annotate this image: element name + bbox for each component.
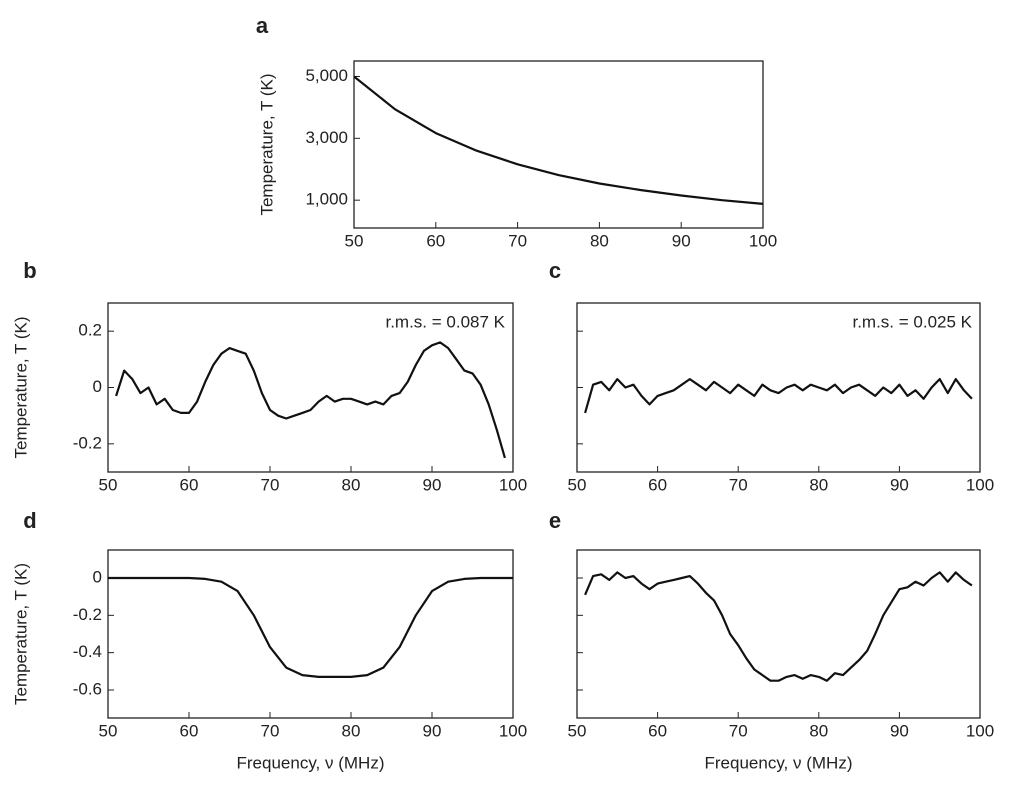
x-tick-label: 80 [342,721,361,740]
y-axis-title: Temperature, T (K) [257,73,276,215]
y-tick-label: 5,000 [305,66,348,85]
data-line [353,75,764,205]
x-tick-label: 50 [568,475,587,494]
plot-frame [353,60,764,229]
x-tick-label: 50 [345,231,364,250]
x-tick-label: 60 [426,231,445,250]
x-tick-label: 90 [890,475,909,494]
panel-label: a [256,13,269,38]
y-axis-title: Temperature, T (K) [11,316,30,458]
x-tick-label: 100 [966,475,994,494]
x-tick-label: 70 [261,721,280,740]
y-tick-label: 0.2 [78,321,102,340]
annotation: r.m.s. = 0.087 K [385,312,505,331]
data-line [584,571,973,682]
x-tick-label: 80 [342,475,361,494]
data-line [108,576,513,678]
y-tick-label: -0.2 [73,433,102,452]
x-tick-label: 100 [966,721,994,740]
plot-frame [107,549,514,719]
y-tick-label: 1,000 [305,190,348,209]
x-axis-title: Frequency, ν (MHz) [237,753,385,772]
x-tick-label: 60 [648,475,667,494]
x-tick-label: 90 [672,231,691,250]
panel-label: d [23,508,36,533]
y-axis-title: Temperature, T (K) [11,563,30,705]
y-tick-label: -0.6 [73,679,102,698]
panel-label: b [23,258,36,283]
x-tick-label: 100 [499,475,527,494]
y-tick-label: 0 [93,377,102,396]
x-tick-label: 80 [590,231,609,250]
x-axis-title: Frequency, ν (MHz) [705,753,853,772]
x-tick-label: 90 [890,721,909,740]
x-tick-label: 100 [749,231,777,250]
plot-frame [576,549,981,719]
data-line [115,341,506,459]
panel-label: e [549,508,561,533]
x-tick-label: 50 [568,721,587,740]
x-tick-label: 50 [99,475,118,494]
x-tick-label: 60 [648,721,667,740]
y-tick-label: -0.4 [73,642,102,661]
x-tick-label: 60 [180,475,199,494]
x-tick-label: 60 [180,721,199,740]
x-tick-label: 70 [508,231,527,250]
annotation: r.m.s. = 0.025 K [852,312,972,331]
x-tick-label: 90 [423,721,442,740]
x-tick-label: 50 [99,721,118,740]
x-tick-label: 80 [809,721,828,740]
x-tick-label: 90 [423,475,442,494]
panel-label: c [549,258,561,283]
y-tick-label: 0 [93,567,102,586]
x-tick-label: 70 [729,475,748,494]
y-tick-label: -0.2 [73,605,102,624]
x-tick-label: 70 [261,475,280,494]
data-line [584,378,973,414]
x-tick-label: 80 [809,475,828,494]
y-tick-label: 3,000 [305,128,348,147]
x-tick-label: 70 [729,721,748,740]
x-tick-label: 100 [499,721,527,740]
